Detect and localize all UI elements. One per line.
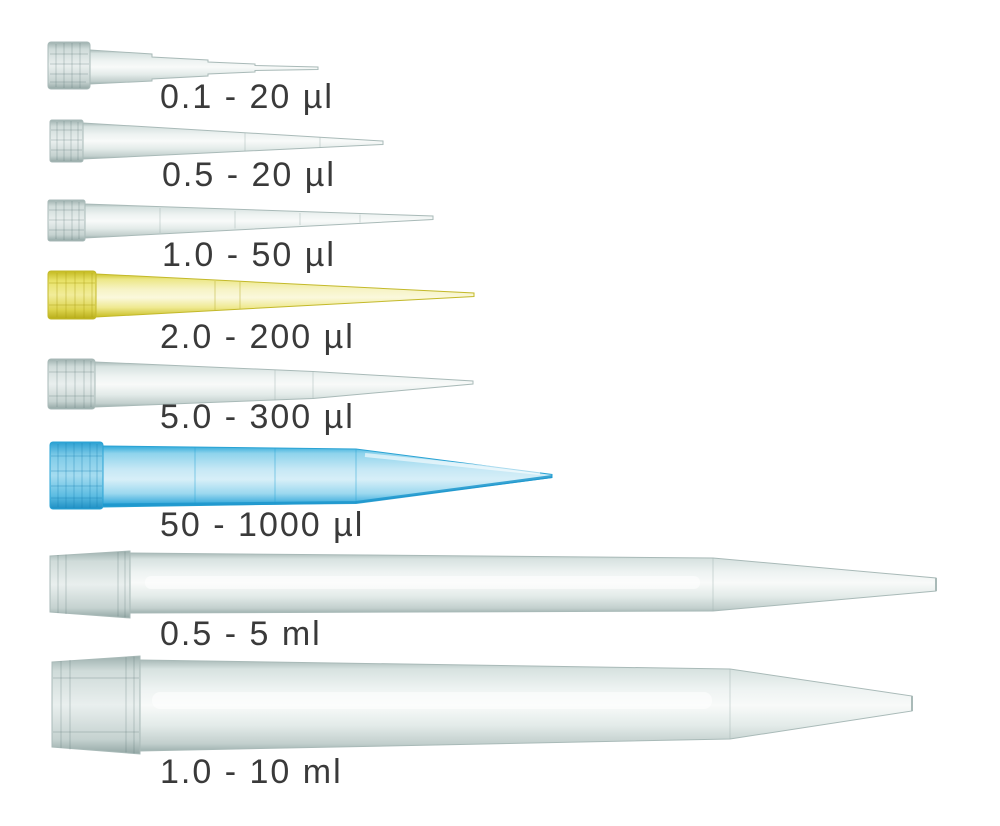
pipette-tip-0.5-5ml bbox=[49, 550, 937, 619]
tip-highlight bbox=[145, 576, 700, 589]
pipette-tip-2.0-200ul-yellow bbox=[47, 270, 475, 320]
tip-collar bbox=[47, 358, 96, 410]
tip-label-50-1000ul: 50 - 1000 µl bbox=[160, 506, 364, 544]
tip-body bbox=[95, 273, 475, 318]
tip-label-5.0-300ul: 5.0 - 300 µl bbox=[160, 398, 355, 436]
tip-label-1.0-10ml: 1.0 - 10 ml bbox=[160, 753, 343, 791]
pipette-tip-1.0-50ul bbox=[47, 199, 434, 242]
collar-ribs bbox=[49, 201, 84, 240]
tip-collar bbox=[47, 270, 97, 320]
pipette-tip-5.0-300ul bbox=[47, 358, 474, 410]
tip-label-2.0-200ul: 2.0 - 200 µl bbox=[160, 318, 355, 356]
tip-label-0.5-20ul: 0.5 - 20 µl bbox=[162, 156, 336, 194]
tip-label-1.0-50ul: 1.0 - 50 µl bbox=[162, 236, 336, 274]
tip-body bbox=[102, 445, 553, 508]
collar-ribs bbox=[57, 551, 126, 618]
tip-body bbox=[84, 203, 434, 239]
tip-label-0.1-20ul: 0.1 - 20 µl bbox=[160, 78, 334, 116]
collar-ribs bbox=[50, 43, 89, 88]
tip-highlight bbox=[152, 692, 712, 709]
pipette-tip-0.5-20ul bbox=[49, 119, 384, 163]
pipette-tip-1.0-10ml bbox=[51, 655, 913, 755]
tip-collar bbox=[49, 550, 131, 619]
tip-body bbox=[94, 361, 474, 408]
tip-collar bbox=[51, 655, 141, 755]
collar-ribs bbox=[49, 360, 94, 408]
tip-body bbox=[82, 122, 384, 160]
tip-label-0.5-5ml: 0.5 - 5 ml bbox=[160, 615, 322, 653]
collar-ribs bbox=[53, 656, 139, 754]
pipette-tip-0.1-20ul bbox=[47, 41, 319, 90]
pipette-tip-50-1000ul-blue bbox=[49, 441, 553, 510]
collar-ribs bbox=[51, 443, 102, 508]
tip-body bbox=[89, 49, 319, 85]
collar-ribs bbox=[49, 272, 95, 318]
collar-ribs bbox=[51, 121, 82, 161]
